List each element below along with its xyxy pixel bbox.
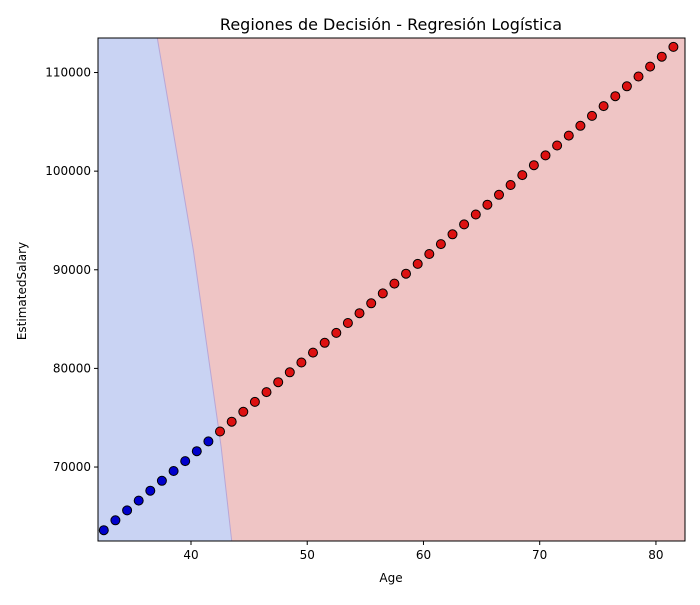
- data-point-class-1: [552, 140, 563, 151]
- data-point-class-0: [122, 505, 133, 516]
- data-point-class-1: [401, 268, 411, 279]
- data-point-class-0: [156, 475, 167, 486]
- y-tick-label: 100000: [45, 164, 91, 178]
- data-point-class-0: [191, 446, 202, 457]
- x-axis-label: Age: [379, 571, 402, 585]
- y-axis-label: EstimatedSalary: [15, 242, 29, 340]
- data-point-class-1: [296, 357, 307, 368]
- data-point-class-1: [284, 367, 295, 378]
- x-tick-label: 80: [648, 548, 663, 562]
- data-point-class-1: [575, 120, 586, 131]
- data-point-class-1: [424, 249, 435, 259]
- data-point-class-1: [563, 130, 574, 141]
- data-point-class-0: [110, 515, 121, 526]
- data-point-class-1: [598, 101, 609, 112]
- chart-title: Regiones de Decisión - Regresión Logísti…: [220, 15, 562, 34]
- data-point-class-1: [226, 416, 237, 427]
- data-point-class-1: [528, 160, 539, 171]
- decision-boundary-line: [156, 37, 233, 542]
- data-point-class-1: [482, 199, 493, 210]
- data-point-class-1: [656, 51, 667, 62]
- data-point-class-1: [610, 91, 621, 102]
- data-point-class-1: [505, 180, 516, 190]
- data-point-class-1: [273, 377, 284, 388]
- y-tick-label: 80000: [53, 361, 91, 375]
- data-point-class-1: [517, 170, 528, 181]
- data-point-class-1: [215, 426, 225, 437]
- x-tick-label: 70: [532, 548, 547, 562]
- plot-area: [98, 37, 685, 542]
- y-tick-label: 90000: [53, 263, 91, 277]
- data-point-class-1: [249, 396, 260, 407]
- data-point-class-1: [308, 347, 318, 358]
- x-tick-label: 40: [183, 548, 198, 562]
- y-tick-label: 70000: [53, 460, 91, 474]
- data-point-class-1: [354, 308, 365, 319]
- data-point-class-0: [133, 495, 144, 506]
- decision-region-class-0: [98, 38, 232, 541]
- data-point-class-1: [668, 41, 679, 52]
- data-point-class-1: [261, 387, 272, 398]
- y-tick-label: 110000: [45, 66, 91, 80]
- data-point-class-1: [238, 406, 249, 417]
- data-point-class-1: [412, 258, 423, 269]
- data-point-class-1: [331, 327, 342, 338]
- data-point-class-0: [168, 466, 179, 476]
- x-tick-label: 60: [416, 548, 431, 562]
- data-point-class-1: [389, 278, 400, 289]
- data-point-class-1: [366, 298, 377, 309]
- data-point-class-1: [435, 239, 446, 250]
- data-point-class-1: [319, 337, 330, 348]
- data-point-class-0: [203, 436, 214, 447]
- data-point-class-0: [180, 456, 191, 467]
- data-point-class-1: [645, 61, 656, 72]
- data-point-class-1: [342, 318, 353, 328]
- data-point-class-0: [98, 525, 109, 536]
- axes: 40 50 60 70 80 70000 80000 90000 100000 110000: [45, 37, 686, 562]
- x-tick-label: 50: [300, 548, 315, 562]
- data-point-class-1: [377, 288, 388, 299]
- data-point-class-1: [540, 150, 551, 161]
- data-point-class-1: [633, 71, 644, 82]
- data-point-class-1: [621, 81, 632, 92]
- data-point-class-0: [145, 485, 156, 496]
- plot-frame: [97, 37, 686, 542]
- data-point-class-1: [587, 110, 597, 121]
- data-point-class-1: [459, 219, 470, 230]
- data-point-class-1: [447, 229, 458, 240]
- data-point-class-1: [494, 189, 504, 200]
- data-point-class-1: [470, 209, 481, 220]
